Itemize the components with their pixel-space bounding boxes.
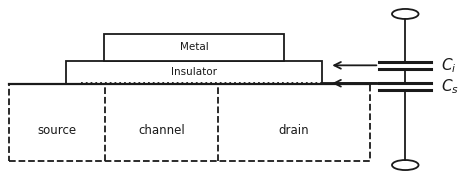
Text: $C_s$: $C_s$ [441, 78, 459, 96]
Bar [104, 34, 284, 61]
Bar [66, 61, 322, 84]
Bar [9, 84, 370, 161]
Text: source: source [37, 124, 77, 137]
Text: Metal: Metal [180, 42, 209, 52]
Text: Insulator: Insulator [171, 67, 218, 78]
Text: channel: channel [138, 124, 185, 137]
Text: $C_i$: $C_i$ [441, 56, 456, 75]
Text: drain: drain [279, 124, 310, 137]
